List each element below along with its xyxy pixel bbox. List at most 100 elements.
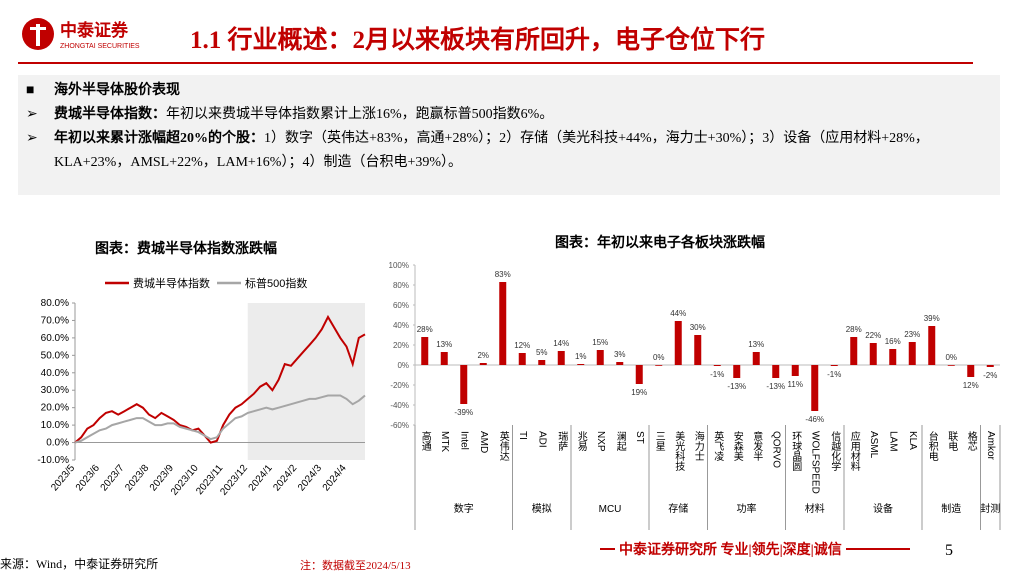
- group-label: 制造: [941, 502, 961, 515]
- x-tick-label: ADI: [536, 431, 547, 448]
- bar: [967, 365, 975, 377]
- bar: [577, 364, 585, 365]
- x-tick-label: 台积电: [926, 430, 938, 461]
- y-tick-label: 60.0%: [41, 333, 69, 344]
- value-label: 44%: [670, 309, 686, 318]
- y-tick-label: 40.0%: [41, 368, 69, 379]
- x-tick-label: 2024/1: [247, 463, 275, 494]
- bar: [538, 360, 546, 365]
- x-tick-label: 2023/6: [74, 463, 102, 494]
- group-label: 存储: [668, 502, 688, 515]
- bar: [518, 353, 526, 365]
- bullet-lead: 年初以来累计涨幅超20%的个股：: [54, 131, 264, 146]
- logo-name: 中泰证券: [60, 20, 129, 40]
- marker: ➢: [26, 131, 38, 146]
- y-tick-label: 0.0%: [46, 438, 69, 449]
- bar: [440, 352, 448, 365]
- title-rule: [18, 62, 973, 64]
- y-tick-label: 80.0%: [41, 298, 69, 309]
- bar: [460, 365, 468, 404]
- value-label: 83%: [495, 270, 511, 279]
- x-tick-label: 英飞凌: [712, 430, 724, 462]
- x-tick-label: 2023/5: [49, 463, 77, 494]
- bullet-text: 年初以来费城半导体指数累计上涨16%，跑赢标普500指数6%。: [166, 107, 554, 122]
- bar: [674, 321, 682, 365]
- x-tick-label: AMD: [478, 431, 489, 453]
- logo-sub: ZHONGTAI SECURITIES: [60, 43, 140, 50]
- value-label: -13%: [766, 382, 785, 391]
- x-tick-label: WOLFSPEED: [809, 431, 820, 494]
- y-tick-label: 80%: [393, 281, 409, 290]
- x-tick-label: 海力士: [692, 430, 704, 461]
- chart-title: 图表：年初以来电子各板块涨跌幅: [555, 236, 765, 251]
- bar: [908, 342, 916, 365]
- value-label: 30%: [690, 323, 706, 332]
- x-tick-label: 美光科技: [673, 430, 685, 472]
- bar: [479, 363, 487, 365]
- x-tick-label: 2023/8: [123, 463, 151, 494]
- value-label: -13%: [727, 382, 746, 391]
- chart-title: 图表：费城半导体指数涨跌幅: [95, 242, 277, 257]
- value-label: 12%: [514, 341, 530, 350]
- y-tick-label: 0%: [397, 361, 409, 370]
- group-label: 封测: [980, 502, 1000, 515]
- group-label: 设备: [873, 502, 893, 515]
- value-label: 12%: [963, 381, 979, 390]
- x-tick-label: ASML: [868, 431, 879, 459]
- value-label: 19%: [631, 388, 647, 397]
- bar: [772, 365, 780, 378]
- bar: [733, 365, 741, 378]
- source: 来源：Wind，中泰证券研究所: [0, 557, 159, 571]
- x-tick-label: Amkor: [985, 431, 996, 461]
- note: 注：数据截至2024/5/13: [300, 560, 411, 572]
- value-label: 15%: [592, 338, 608, 347]
- x-tick-label: 环球晶圆: [790, 431, 802, 472]
- x-tick-label: NXP: [595, 431, 606, 452]
- bar: [947, 365, 955, 366]
- y-tick-label: 20%: [393, 341, 409, 350]
- value-label: 23%: [904, 330, 920, 339]
- y-tick-label: 70.0%: [41, 315, 69, 326]
- group-label: 材料: [805, 502, 825, 515]
- bullet-lead: 海外半导体股价表现: [54, 83, 180, 98]
- bullet-text: 1）数字（英伟达+83%，高通+28%）；2）存储（美光科技+44%，海力士+3…: [54, 131, 929, 170]
- value-label: 28%: [846, 325, 862, 334]
- value-label: 14%: [553, 339, 569, 348]
- group-label: 数字: [454, 502, 474, 515]
- x-tick-label: 兆易: [575, 431, 587, 452]
- y-tick-label: 40%: [393, 321, 409, 330]
- value-label: -1%: [827, 370, 841, 379]
- x-tick-label: 应用材料: [848, 430, 860, 472]
- value-label: -1%: [710, 370, 724, 379]
- value-label: 2%: [477, 351, 489, 360]
- title: 1.1 行业概述：2月以来板块有所回升，电子仓位下行: [190, 27, 766, 54]
- x-tick-label: 2024/4: [321, 463, 349, 494]
- bar: [791, 365, 799, 376]
- group-label: 模拟: [532, 502, 552, 515]
- bar: [850, 337, 858, 365]
- x-tick-label: 信越化学: [829, 431, 841, 471]
- logo-icon-part: [36, 24, 40, 46]
- x-tick-label: TI: [517, 431, 528, 440]
- y-tick-label: 100%: [389, 261, 409, 270]
- y-tick-label: 50.0%: [41, 350, 69, 361]
- bullet: ■ 海外半导体股价表现: [26, 79, 986, 103]
- bar: [596, 350, 604, 365]
- y-tick-label: 10.0%: [41, 420, 69, 431]
- line-chart: -10.0% 0.0% 10.0% 20.0% 30.0% 40.0% 50.0% 60.0%…: [37, 276, 366, 498]
- bar: [557, 351, 565, 365]
- y-tick-label: 30.0%: [41, 385, 69, 396]
- bar: [830, 365, 838, 366]
- value-label: 22%: [865, 331, 881, 340]
- y-tick-label: 20.0%: [41, 403, 69, 414]
- bar: [421, 337, 429, 365]
- x-tick-label: 2023/7: [99, 463, 127, 494]
- group-label: MCU: [599, 504, 622, 515]
- legend-label: 标普500指数: [245, 276, 307, 290]
- marker: ➢: [26, 107, 38, 122]
- bar: [811, 365, 819, 411]
- x-tick-label: 瑞萨: [556, 431, 568, 452]
- value-label: 11%: [788, 380, 803, 389]
- x-tick-label: QORVO: [770, 431, 781, 468]
- line: [74, 394, 366, 444]
